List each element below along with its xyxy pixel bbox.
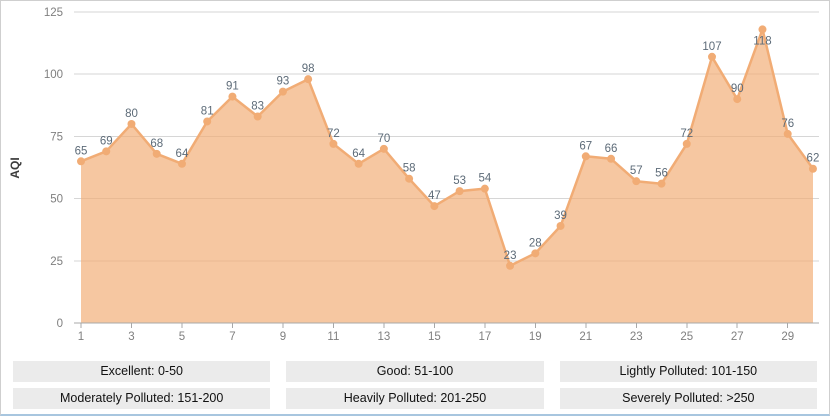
point-label-day-4: 68 [150, 138, 163, 150]
point-label-day-18: 23 [504, 250, 517, 262]
x-tick-label-13: 13 [377, 331, 390, 343]
data-point-day-19[interactable] [531, 249, 540, 258]
point-label-day-3: 80 [125, 108, 138, 120]
data-point-day-16[interactable] [455, 187, 464, 196]
legend-item-moderately-polluted: Moderately Polluted: 151-200 [13, 388, 271, 409]
data-point-day-6[interactable] [203, 117, 212, 126]
x-tick-label-27: 27 [731, 331, 744, 343]
data-point-day-20[interactable] [556, 221, 565, 230]
x-tick-label-7: 7 [229, 331, 235, 343]
data-point-day-14[interactable] [405, 174, 414, 183]
x-tick-label-1: 1 [78, 331, 84, 343]
data-point-day-1[interactable] [77, 157, 85, 166]
data-points [77, 25, 817, 270]
y-tick-label-100: 100 [44, 69, 63, 81]
point-label-day-15: 47 [428, 190, 441, 202]
point-labels: 65 69 80 68 64 81 91 83 93 98 72 64 70 58 47 53 54 23 28 39… [75, 35, 820, 261]
point-label-day-25: 72 [680, 128, 693, 140]
data-point-day-3[interactable] [127, 119, 136, 128]
point-label-day-28: 118 [753, 35, 771, 47]
point-label-day-16: 53 [453, 175, 466, 187]
x-tick-label-5: 5 [179, 331, 185, 343]
x-tick-label-21: 21 [579, 331, 592, 343]
point-label-day-22: 66 [605, 143, 618, 155]
x-tick-label-15: 15 [428, 331, 441, 343]
point-label-day-10: 98 [302, 63, 315, 75]
data-point-day-26[interactable] [708, 52, 716, 61]
point-label-day-17: 54 [478, 173, 491, 185]
x-tick-label-29: 29 [781, 331, 794, 343]
data-point-day-8[interactable] [253, 112, 262, 121]
point-label-day-29: 76 [781, 118, 794, 130]
point-label-day-7: 91 [226, 81, 239, 93]
point-label-day-6: 81 [201, 105, 214, 117]
data-point-day-7[interactable] [228, 92, 237, 101]
x-tick-label-23: 23 [630, 331, 643, 343]
point-label-day-24: 56 [655, 168, 668, 180]
aqi-category-legend: Excellent: 0-50 Good: 51-100 Lightly Pollu… [13, 361, 817, 409]
data-point-day-29[interactable] [783, 129, 792, 138]
x-tick-label-17: 17 [478, 331, 491, 343]
data-point-day-17[interactable] [480, 184, 489, 193]
point-label-day-13: 70 [377, 133, 390, 145]
y-tick-label-75: 75 [50, 131, 63, 143]
data-point-day-22[interactable] [607, 154, 616, 163]
data-point-day-5[interactable] [177, 159, 186, 168]
data-point-day-24[interactable] [657, 179, 666, 188]
legend-item-good: Good: 51-100 [286, 361, 544, 382]
data-point-day-13[interactable] [379, 144, 388, 153]
data-point-day-30[interactable] [808, 164, 817, 173]
line-path [79, 28, 815, 268]
data-point-day-27[interactable] [733, 95, 742, 104]
legend-item-lightly-polluted: Lightly Polluted: 101-150 [559, 361, 817, 382]
data-point-day-10[interactable] [304, 75, 313, 84]
point-label-day-30: 62 [807, 153, 820, 165]
y-tick-label-50: 50 [50, 194, 63, 206]
data-point-day-2[interactable] [102, 147, 111, 156]
x-tick-label-19: 19 [529, 331, 542, 343]
point-label-day-26: 107 [702, 41, 721, 53]
data-point-day-23[interactable] [632, 177, 641, 186]
point-label-day-9: 93 [277, 76, 290, 88]
data-point-day-28[interactable] [758, 25, 767, 34]
x-tick-label-11: 11 [327, 331, 339, 343]
point-label-day-20: 39 [554, 210, 567, 222]
y-axis-title: AQI [8, 157, 22, 178]
point-label-day-2: 69 [100, 135, 113, 147]
x-tick-label-3: 3 [128, 331, 134, 343]
x-tick-label-25: 25 [680, 331, 693, 343]
y-tick-label-125: 125 [44, 7, 63, 19]
data-point-day-11[interactable] [329, 139, 338, 148]
x-tick-label-9: 9 [280, 331, 286, 343]
point-label-day-21: 67 [579, 140, 592, 152]
area-series [79, 28, 815, 324]
point-label-day-27: 90 [731, 83, 744, 95]
point-label-day-11: 72 [327, 128, 340, 140]
data-point-day-18[interactable] [506, 261, 515, 270]
legend-item-excellent: Excellent: 0-50 [13, 361, 271, 382]
point-label-day-1: 65 [75, 145, 88, 157]
data-point-day-25[interactable] [682, 139, 691, 148]
point-label-day-5: 64 [176, 148, 189, 160]
point-label-day-8: 83 [251, 100, 264, 112]
data-point-day-21[interactable] [581, 152, 590, 161]
legend-item-severely-polluted: Severely Polluted: >250 [559, 388, 817, 409]
x-axis [74, 322, 819, 328]
data-point-day-15[interactable] [430, 202, 439, 211]
data-point-day-9[interactable] [278, 87, 287, 96]
point-label-day-12: 64 [352, 148, 365, 160]
y-tick-label-25: 25 [50, 256, 63, 268]
data-point-day-12[interactable] [354, 159, 363, 168]
legend-item-heavily-polluted: Heavily Polluted: 201-250 [286, 388, 544, 409]
area-fill [81, 29, 813, 324]
point-label-day-23: 57 [630, 165, 643, 177]
point-label-day-19: 28 [529, 237, 542, 249]
data-point-day-4[interactable] [152, 149, 161, 158]
point-label-day-14: 58 [403, 163, 416, 175]
y-tick-label-0: 0 [57, 318, 63, 330]
